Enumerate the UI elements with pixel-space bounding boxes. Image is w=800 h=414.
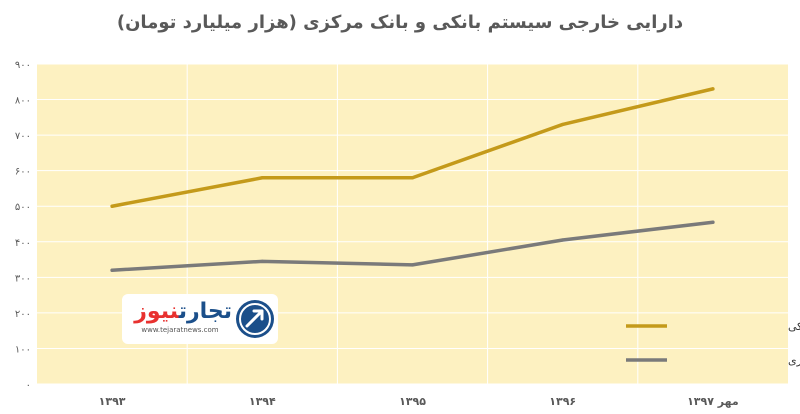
data-point [110, 204, 114, 208]
legend: دارایی‌های خارجی سیستم بانکی دارایی‌های خ… [626, 320, 800, 367]
y-tick-label: ۸۰۰ [15, 96, 31, 107]
x-tick-label: ۱۳۹۶ [549, 395, 576, 408]
data-point [711, 220, 715, 224]
x-tick-label: ۱۳۹۵ [399, 395, 426, 408]
y-tick-label: ۹۰۰ [15, 60, 31, 71]
data-point [260, 259, 264, 263]
legend-label: دارایی‌های خارجی بانک مرکزی [788, 354, 800, 367]
data-point [711, 87, 715, 91]
data-point [561, 238, 565, 242]
y-tick-label: ۱۰۰ [15, 344, 31, 355]
logo-word-b: نیوز [134, 299, 179, 324]
watermark-logo: تجارتنیوز www.tejaratnews.com [122, 294, 278, 344]
logo-url: www.tejaratnews.com [141, 326, 219, 334]
y-tick-label: ۷۰۰ [15, 131, 31, 142]
y-axis-ticks: ۰ ۱۰۰ ۲۰۰ ۳۰۰ ۴۰۰ ۵۰۰ ۶۰۰ ۷۰۰ ۸۰۰ ۹۰۰ [15, 60, 31, 391]
y-tick-label: ۰ [26, 380, 31, 391]
series-lines [110, 87, 715, 272]
y-tick-label: ۵۰۰ [15, 202, 31, 213]
logo-wordmark: تجارتنیوز [128, 298, 232, 326]
data-point [110, 268, 114, 272]
x-axis-ticks: ۱۳۹۳ ۱۳۹۴ ۱۳۹۵ ۱۳۹۶ مهر ۱۳۹۷ [99, 395, 739, 408]
data-point [410, 263, 415, 267]
arrow-badge-icon [236, 300, 274, 338]
y-tick-label: ۲۰۰ [15, 309, 31, 320]
y-tick-label: ۳۰۰ [15, 273, 31, 284]
x-tick-label: مهر ۱۳۹۷ [687, 395, 739, 408]
data-point [561, 122, 565, 127]
data-point [410, 176, 415, 180]
y-tick-label: ۴۰۰ [15, 238, 31, 249]
x-tick-label: ۱۳۹۳ [99, 395, 126, 408]
data-point [260, 176, 264, 180]
legend-label: دارایی‌های خارجی سیستم بانکی [788, 320, 800, 333]
chart-title: دارایی خارجی سیستم بانکی و بانک مرکزی (ه… [116, 12, 684, 33]
y-tick-label: ۶۰۰ [15, 167, 31, 178]
logo-word-a: تجارت [178, 299, 232, 324]
x-tick-label: ۱۳۹۴ [249, 395, 276, 408]
